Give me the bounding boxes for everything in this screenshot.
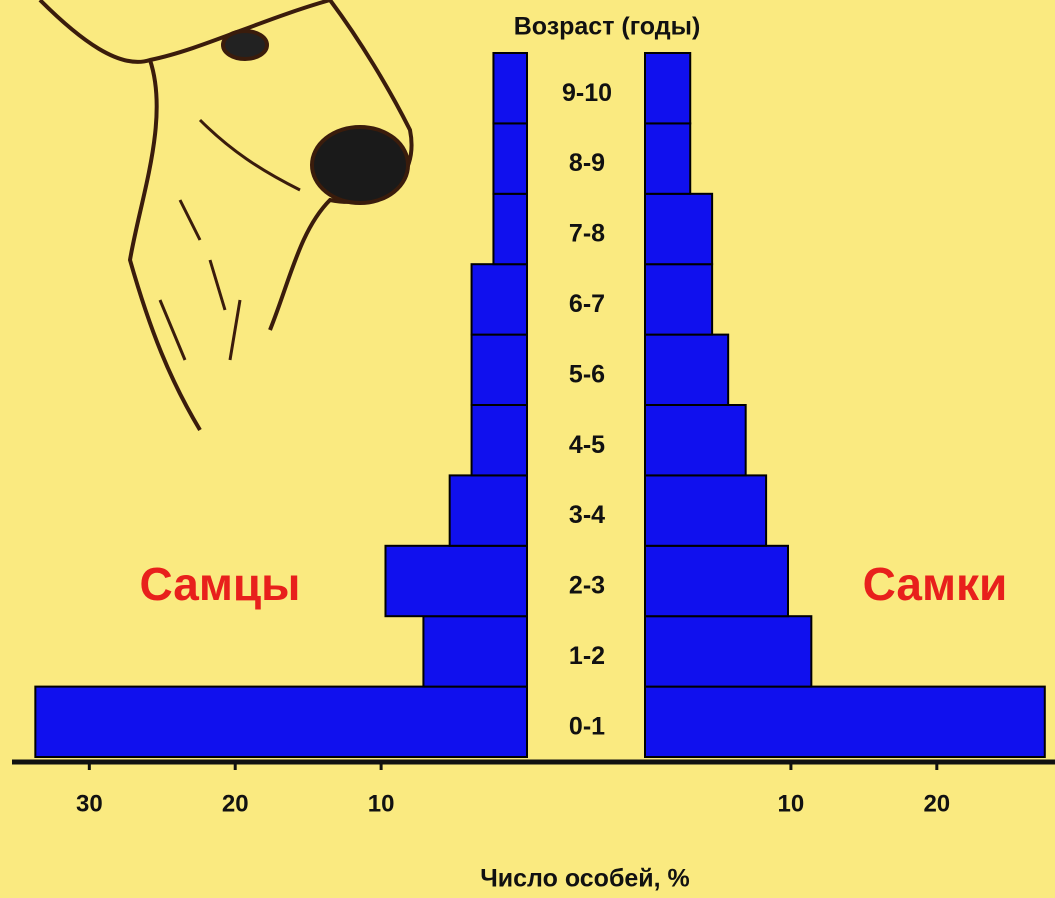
y-tick-label: 0-1: [569, 712, 605, 740]
x-tick-label: 20: [923, 790, 950, 817]
bar: [450, 475, 527, 545]
bar: [645, 687, 1045, 757]
bar: [645, 616, 811, 686]
legend-label: Самцы: [140, 558, 301, 610]
x-tick-label: 20: [222, 790, 249, 817]
bar: [645, 475, 766, 545]
y-tick-label: 4-5: [569, 431, 605, 459]
y-tick-label: 7-8: [569, 220, 605, 248]
y-tick-label: 3-4: [569, 501, 605, 529]
bar: [493, 53, 527, 123]
y-tick-label: 8-9: [569, 149, 605, 177]
bar: [493, 194, 527, 264]
bar: [645, 194, 712, 264]
chart: Возраст (годы) Число особей, % 10 20 30 Сам…: [0, 0, 1055, 898]
bar: [493, 123, 527, 193]
bar: [645, 405, 746, 475]
bar: [645, 335, 728, 405]
bar: [35, 687, 527, 757]
bar: [472, 264, 527, 334]
y-tick-label: 5-6: [569, 360, 605, 388]
x-tick-label: 10: [368, 790, 395, 817]
bar: [645, 546, 788, 616]
bar: [645, 123, 690, 193]
y-tick-label: 6-7: [569, 290, 605, 318]
bar: [472, 335, 527, 405]
legend-label: Самки: [863, 558, 1008, 610]
x-tick-label: 30: [76, 790, 103, 817]
chart-title: Возраст (годы): [514, 13, 701, 41]
x-tick-label: 10: [778, 790, 805, 817]
y-tick-label: 1-2: [569, 642, 605, 670]
x-axis-label: Число особей, %: [480, 865, 690, 893]
y-tick-label: 2-3: [569, 572, 605, 600]
y-tick-label: 9-10: [562, 79, 612, 107]
bar: [645, 53, 690, 123]
bar: [385, 546, 527, 616]
bar: [472, 405, 527, 475]
bar: [423, 616, 527, 686]
bar: [645, 264, 712, 334]
deer-illustration: [40, 0, 412, 430]
